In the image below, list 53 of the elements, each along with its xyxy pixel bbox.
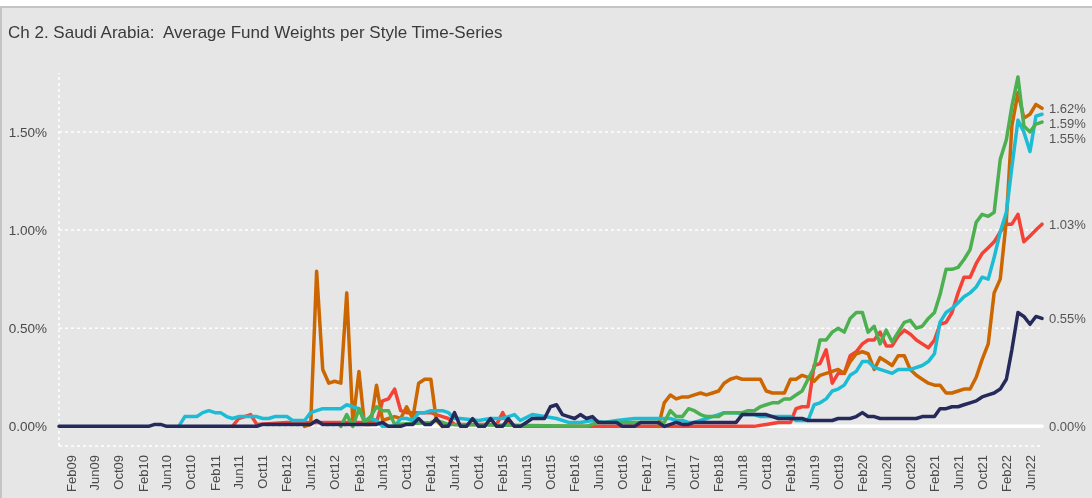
annotation: 1.62% [1049,100,1087,116]
x-tick-label: Feb22 [998,455,1014,492]
x-tick-label: Jun12 [303,455,319,491]
x-tick-label: Feb15 [495,455,511,492]
y-tick-label: 1.00% [8,222,47,238]
x-tick-label: Jun09 [87,455,103,491]
x-tick-label: Feb12 [279,455,295,492]
chart-title: Ch 2. Saudi Arabia: Average Fund Weights per Style Time-Series [8,23,503,42]
x-tick-label: Oct11 [255,455,271,489]
x-tick-label: Feb16 [567,455,583,492]
x-tick-label: Oct13 [399,455,415,490]
x-tick-label: Oct14 [471,455,487,490]
x-tick-label: Jun22 [1022,455,1038,491]
x-tick-label: Jun10 [159,455,175,491]
x-tick-label: Jun15 [518,455,534,491]
x-tick-label: Feb13 [351,455,367,492]
x-tick-label: Feb18 [711,455,727,492]
annotation: 0.00% [1049,418,1087,434]
x-tick-label: Oct17 [686,455,702,490]
x-tick-label: Oct20 [902,455,918,490]
x-tick-label: Feb17 [639,455,655,492]
x-tick-label: Jun13 [375,455,391,491]
x-tick-label: Jun20 [878,455,894,491]
x-tick-label: Jun14 [447,455,463,491]
y-tick-label: 0.50% [8,320,47,336]
annotation: 1.59% [1049,115,1087,131]
x-tick-label: Jun18 [734,455,750,491]
x-tick-label: Feb14 [423,455,439,492]
x-tick-label: Oct21 [974,455,990,490]
x-tick-label: Oct10 [183,455,199,490]
x-tick-label: Jun17 [662,455,678,491]
y-tick-label: 0.00% [8,419,47,435]
x-tick-label: Feb19 [783,455,799,492]
x-tick-label: Oct15 [542,455,558,490]
x-tick-label: Feb09 [63,455,79,492]
x-tick-label: Feb11 [207,455,223,491]
x-tick-label: Oct16 [615,455,631,490]
x-tick-label: Oct09 [111,455,127,490]
x-tick-label: Oct19 [830,455,846,490]
x-tick-label: Oct12 [327,455,343,490]
annotation: 1.03% [1049,216,1087,232]
y-tick-label: 1.50% [8,124,47,140]
x-tick-label: Jun21 [950,455,966,491]
annotation: 1.55% [1049,130,1087,146]
x-tick-label: Oct18 [758,455,774,490]
x-tick-label: Jun11 [231,455,247,490]
line-series [57,310,1044,429]
x-tick-label: Jun19 [806,455,822,491]
x-tick-label: Feb21 [927,455,943,492]
annotation: 0.55% [1049,310,1087,326]
x-tick-label: Jun16 [591,455,607,491]
x-tick-label: Feb10 [135,455,151,492]
x-tick-label: Feb20 [854,455,870,492]
